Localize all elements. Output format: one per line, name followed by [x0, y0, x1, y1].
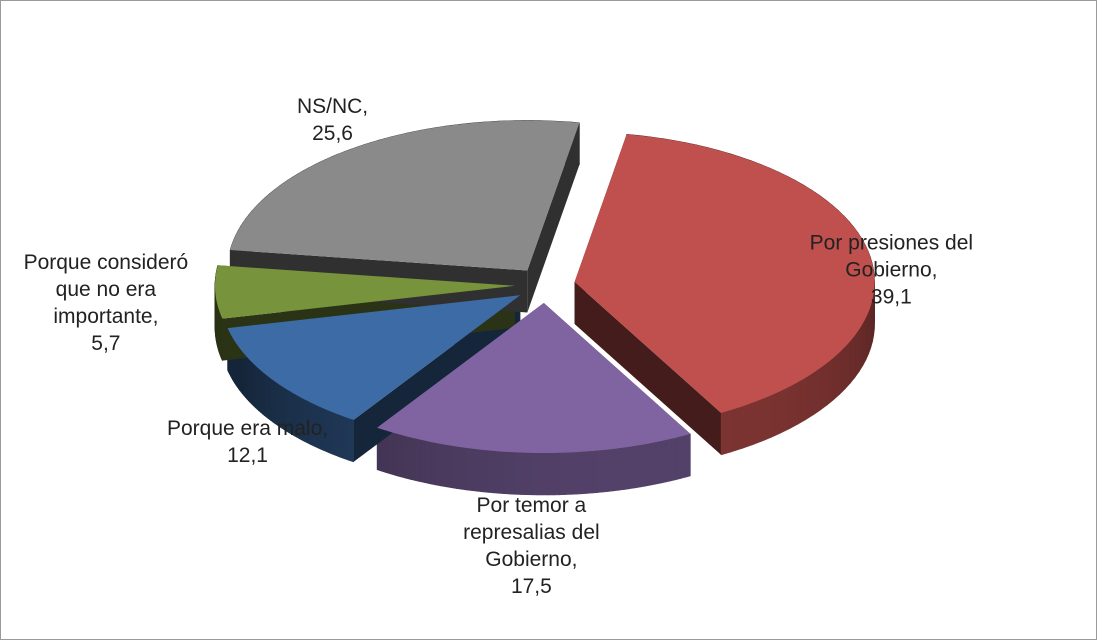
slice-band	[806, 373, 814, 420]
slice-band	[789, 382, 797, 428]
slice-band	[581, 451, 586, 493]
slice-band	[516, 452, 521, 494]
slice-band	[721, 410, 732, 455]
slice-band	[446, 445, 451, 488]
value-label: 17,5	[446, 573, 616, 600]
data-label: NS/NC,25,6	[273, 93, 393, 147]
slice-band	[587, 451, 592, 493]
slice-band	[543, 453, 548, 495]
slice-band	[771, 391, 780, 437]
slice-band	[676, 436, 681, 479]
slice-band	[415, 439, 420, 482]
value-label: 5,7	[6, 330, 206, 357]
slice-band	[866, 312, 869, 360]
value-label: 25,6	[273, 120, 393, 147]
slice-band	[614, 448, 619, 491]
slice-band	[742, 403, 752, 449]
data-label: Por presiones del Gobierno,39,1	[796, 230, 986, 311]
category-label: Por temor a represalias del Gobierno,	[446, 492, 616, 573]
slice-band	[666, 439, 671, 482]
data-label: Por temor a represalias del Gobierno,17,…	[446, 492, 616, 600]
category-label: Porque consideró que no era importante,	[6, 249, 206, 330]
slice-band	[671, 438, 676, 481]
slice-band	[391, 432, 396, 475]
slice-band	[834, 352, 840, 399]
slice-band	[855, 330, 859, 378]
slice-band	[410, 437, 415, 480]
slice-band	[494, 451, 499, 493]
slice-band	[598, 450, 603, 493]
slice-band	[488, 450, 493, 492]
slice-band	[441, 444, 446, 487]
slice-band	[576, 452, 581, 494]
slice-band	[405, 436, 410, 479]
slice-band	[537, 453, 542, 495]
slice-band	[532, 453, 537, 495]
slice-band	[478, 449, 483, 492]
slice-band	[548, 453, 553, 495]
slice-band	[752, 399, 762, 445]
slice-band	[686, 434, 691, 477]
slice-band	[840, 347, 846, 394]
slice-band	[656, 441, 661, 484]
slice-band	[813, 368, 820, 415]
slice-band	[505, 452, 510, 494]
data-label: Porque era malo,12,1	[133, 415, 363, 469]
slice-band	[483, 450, 488, 493]
slice-band	[521, 453, 526, 495]
slice-band	[651, 442, 656, 485]
slice-band	[565, 452, 570, 494]
slice-band	[430, 442, 435, 485]
slice-band	[630, 446, 635, 489]
category-label: Porque era malo,	[133, 415, 363, 442]
slice-band	[526, 453, 531, 495]
value-label: 12,1	[133, 442, 363, 469]
slice-band	[661, 440, 666, 483]
slice-band	[603, 449, 608, 492]
slice-band	[436, 443, 441, 486]
slice-band	[608, 449, 613, 492]
slice-band	[462, 447, 467, 490]
slice-band	[850, 335, 855, 383]
slice-band	[456, 446, 461, 489]
category-label: Por presiones del Gobierno,	[796, 230, 986, 284]
slice-band	[396, 433, 401, 476]
slice-band	[510, 452, 515, 494]
slice-band	[554, 453, 559, 495]
slice-band	[827, 358, 833, 405]
slice-band	[869, 306, 871, 354]
slice-band	[863, 318, 866, 366]
slice-band	[798, 378, 806, 425]
slice-band	[780, 387, 789, 433]
slice-band	[386, 431, 391, 474]
slice-band	[762, 395, 771, 441]
slice-band	[645, 443, 650, 486]
slice-band	[420, 440, 425, 483]
slice-band	[732, 406, 742, 451]
slice-band	[640, 444, 645, 487]
value-label: 39,1	[796, 284, 986, 311]
slice-band	[451, 446, 456, 489]
slice-band	[820, 363, 827, 410]
slice-band	[592, 451, 597, 493]
slice-band	[845, 341, 850, 389]
data-label: Porque consideró que no era importante,5…	[6, 249, 206, 357]
slice-band	[467, 448, 472, 491]
slice-band	[499, 451, 504, 493]
slice-band	[472, 449, 477, 492]
slice-band	[619, 447, 624, 490]
slice-band	[624, 447, 629, 490]
slice-band	[401, 435, 406, 478]
slice-band	[635, 445, 640, 488]
slice-band	[267, 375, 269, 419]
slice-band	[265, 374, 267, 418]
category-label: NS/NC,	[273, 93, 393, 120]
slice-band	[859, 324, 863, 372]
slice-band	[681, 435, 686, 478]
slice-band	[570, 452, 575, 494]
slice-band	[559, 453, 564, 495]
slice-band	[425, 441, 430, 484]
